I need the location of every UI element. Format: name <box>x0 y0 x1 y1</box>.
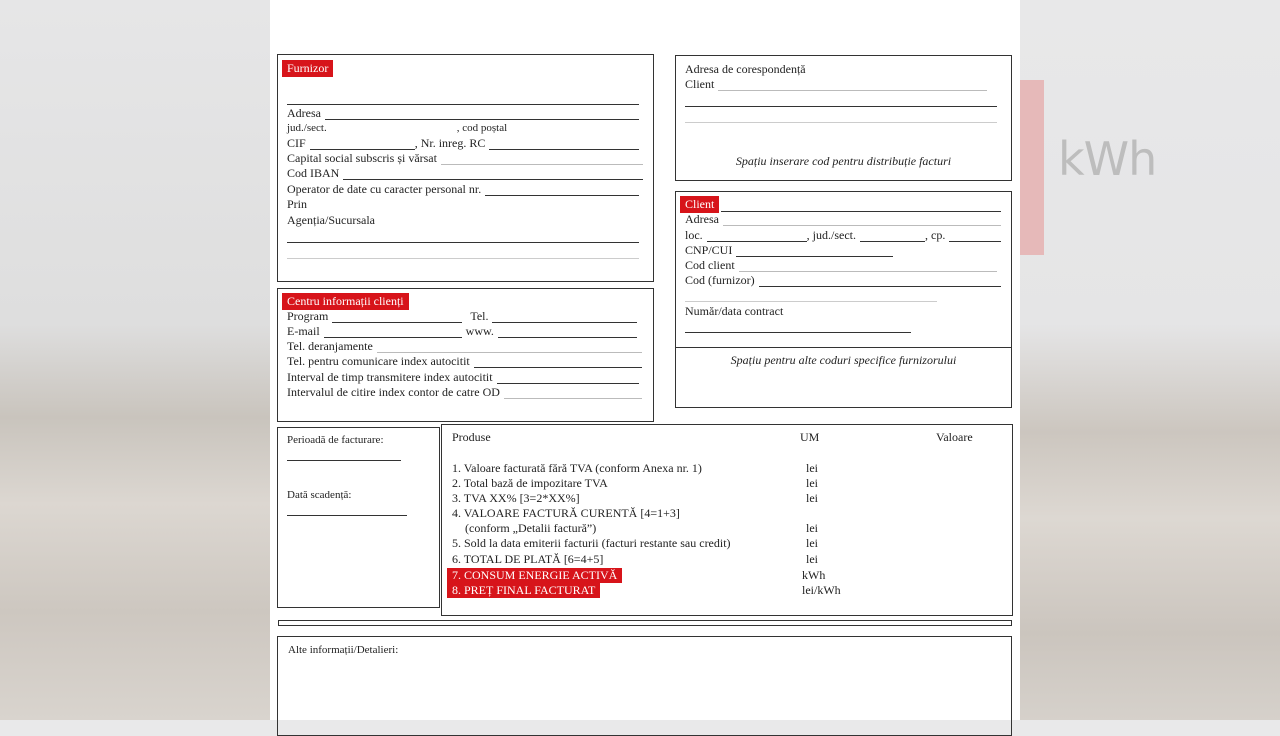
contract-label: Număr/data contract <box>685 304 784 318</box>
product-row-label: 3. TVA XX% [3=2*XX%] <box>452 491 580 505</box>
highlighted-product-row: 8. PREȚ FINAL FACTURAT <box>447 583 601 598</box>
cnp-label: CNP/CUI <box>685 243 733 257</box>
product-row-label: 1. Valoare facturată fără TVA (conform A… <box>452 461 702 475</box>
furnizor-box: Furnizor Adresa jud./sect. , cod poștal C… <box>277 54 654 282</box>
email-label: E-mail <box>287 324 320 338</box>
invoice-document: Furnizor Adresa jud./sect. , cod poștal C… <box>270 0 1020 736</box>
capital-label: Capital social subscris și vărsat <box>287 151 437 165</box>
produse-box: Produse UM Valoare 1. Valoare facturată … <box>441 424 1013 616</box>
client-jud-label: , jud./sect. <box>806 228 856 242</box>
product-row-um: lei <box>806 461 818 475</box>
client-adresa-label: Adresa <box>685 212 719 226</box>
cod-client-label: Cod client <box>685 258 735 272</box>
coduri-note: Spațiu pentru alte coduri specifice furn… <box>730 353 957 367</box>
corespondenta-client-label: Client <box>685 77 715 91</box>
corespondenta-title: Adresa de corespondență <box>685 62 806 76</box>
agentia-label: Agenția/Sucursala <box>287 213 375 227</box>
product-row-um: lei <box>806 476 818 490</box>
product-row-um: lei <box>806 521 818 535</box>
client-box: Client Adresa loc. , jud./sect. , cp. CNP/… <box>675 191 1012 408</box>
centru-info-box: Centru informații clienți Program Tel. E-… <box>277 288 654 422</box>
background-left <box>0 0 270 720</box>
interval-label: Interval de timp transmitere index autoc… <box>287 370 493 384</box>
background-watermark: kWh <box>1058 132 1157 186</box>
tel-label: Tel. <box>470 309 489 323</box>
product-row-um: lei <box>806 536 818 550</box>
deranjamente-label: Tel. deranjamente <box>287 339 373 353</box>
iban-label: Cod IBAN <box>287 166 340 180</box>
cod-furnizor-label: Cod (furnizor) <box>685 273 755 287</box>
product-row-label: 5. Sold la data emiterii facturii (factu… <box>452 536 731 550</box>
alte-label: Alte informații/Detalieri: <box>288 644 399 656</box>
program-label: Program <box>287 309 329 323</box>
jud-label: jud./sect. <box>287 122 327 134</box>
product-row-label: 2. Total bază de impozitare TVA <box>452 476 608 490</box>
background-red-bar <box>1020 80 1044 255</box>
adresa-label: Adresa <box>287 106 321 120</box>
separator-bar <box>278 620 1012 626</box>
product-row-um: lei <box>806 552 818 566</box>
cod-postal-label: , cod poștal <box>456 122 508 134</box>
scadenta-label: Dată scadență: <box>287 489 352 501</box>
operator-label: Operator de date cu caracter personal nr… <box>287 182 482 196</box>
loc-label: loc. <box>685 228 703 242</box>
client-title: Client <box>680 196 720 213</box>
background-right <box>1020 0 1280 720</box>
citire-label: Intervalul de citire index contor de cat… <box>287 385 500 399</box>
product-row-um: lei <box>806 491 818 505</box>
distributie-note: Spațiu inserare cod pentru distribuție f… <box>735 154 952 168</box>
product-row-label: 6. TOTAL DE PLATĂ [6=4+5] <box>452 552 604 566</box>
highlighted-product-row: 7. CONSUM ENERGIE ACTIVĂ <box>447 568 623 583</box>
perioada-box: Perioadă de facturare: Dată scadență: <box>277 427 440 608</box>
corespondenta-box: Adresa de corespondență Client Spațiu in… <box>675 55 1012 181</box>
perioada-label: Perioadă de facturare: <box>287 434 384 446</box>
product-row-label: (conform „Detalii factură”) <box>465 521 597 535</box>
header-valoare: Valoare <box>936 430 973 444</box>
product-row-label: 4. VALOARE FACTURĂ CURENTĂ [4=1+3] <box>452 506 680 520</box>
prin-label: Prin <box>287 197 308 211</box>
alte-informatii-box: Alte informații/Detalieri: <box>277 636 1012 736</box>
furnizor-title: Furnizor <box>282 60 334 77</box>
cp-label: , cp. <box>925 228 946 242</box>
www-label: www. <box>465 324 494 338</box>
comunicare-label: Tel. pentru comunicare index autocitit <box>287 354 470 368</box>
product-row-um: lei/kWh <box>802 583 841 597</box>
header-produse: Produse <box>452 430 491 444</box>
cif-label: CIF <box>287 136 306 150</box>
product-row-um: kWh <box>802 568 826 582</box>
nr-inreg-label: , Nr. inreg. RC <box>414 136 486 150</box>
centru-title: Centru informații clienți <box>282 293 409 310</box>
header-um: UM <box>800 430 820 444</box>
